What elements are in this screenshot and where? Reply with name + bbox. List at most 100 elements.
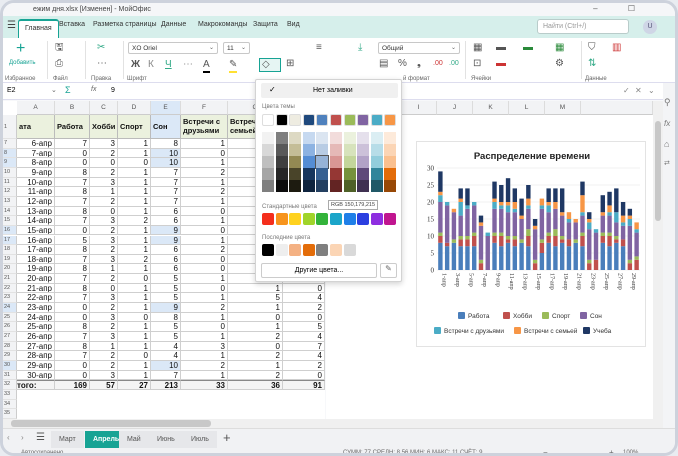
row-header[interactable]: 14	[3, 206, 17, 217]
function-icon[interactable]: fx	[91, 86, 97, 93]
standard-color-swatch[interactable]	[384, 213, 397, 225]
shade-color-swatch[interactable]	[289, 168, 302, 180]
total-cell[interactable]: 91	[283, 380, 325, 390]
table-cell[interactable]: 2	[228, 332, 283, 342]
add-icon[interactable]: +	[16, 40, 26, 57]
row-header[interactable]: 22	[3, 283, 17, 294]
theme-color-swatch[interactable]	[289, 114, 302, 126]
table-cell[interactable]: 1	[118, 293, 151, 304]
table-cell[interactable]: 5	[151, 332, 181, 342]
chevron-down-icon[interactable]: ⌄	[51, 87, 57, 94]
table-cell[interactable]: 7	[151, 177, 181, 188]
table-cell[interactable]: 1	[118, 341, 151, 352]
table-icon[interactable]: ▦	[555, 42, 565, 53]
table-cell[interactable]: 0	[283, 370, 325, 381]
table-cell[interactable]: 1	[118, 148, 151, 159]
row-header[interactable]: 31	[3, 370, 17, 381]
total-cell[interactable]: того:	[17, 380, 55, 390]
cell-icon[interactable]: ▦	[473, 42, 483, 53]
table-cell[interactable]: 10-апр	[17, 177, 55, 188]
table-cell[interactable]: 2	[90, 351, 118, 361]
table-cell[interactable]: 16-апр	[17, 235, 55, 246]
total-cell[interactable]: 213	[151, 380, 181, 390]
table-cell[interactable]: 9	[151, 303, 181, 313]
row-header[interactable]: 20	[3, 264, 17, 275]
shade-color-swatch[interactable]	[302, 180, 315, 192]
table-cell[interactable]: 22-апр	[17, 293, 55, 304]
sheet-tab-0[interactable]: Март	[51, 431, 84, 448]
table-cell[interactable]: 1	[181, 312, 228, 323]
table-cell[interactable]: 0	[55, 312, 90, 323]
row-header[interactable]: 33	[3, 389, 17, 400]
table-cell[interactable]: 1	[118, 225, 151, 236]
shade-color-swatch[interactable]	[302, 156, 315, 168]
table-cell[interactable]: 2	[181, 245, 228, 255]
shade-color-swatch[interactable]	[357, 168, 370, 180]
chart[interactable]: Распределение времени 0 5 10 15 20 25 30 1-апр 3-…	[416, 141, 646, 347]
vertical-scrollbar[interactable]	[653, 101, 663, 421]
column-header-J[interactable]: J	[437, 101, 473, 115]
table-cell[interactable]: 7	[283, 341, 325, 352]
table-cell[interactable]: 0	[181, 254, 228, 265]
thousands-icon[interactable]: ❟	[417, 58, 421, 69]
table-cell[interactable]: 8	[55, 167, 90, 178]
row-header[interactable]: 23	[3, 293, 17, 304]
column-header-L[interactable]: L	[509, 101, 545, 115]
table-cell[interactable]: 8	[55, 206, 90, 217]
table-cell[interactable]: 7	[55, 254, 90, 265]
table-cell[interactable]: 1	[118, 177, 151, 188]
table-cell[interactable]: 7	[151, 196, 181, 207]
table-cell[interactable]: 1	[228, 360, 283, 371]
recent-color-swatch[interactable]	[289, 244, 302, 256]
shade-color-swatch[interactable]	[262, 132, 274, 144]
table-cell[interactable]: 1	[181, 177, 228, 188]
header-cell[interactable]: Хобби	[90, 115, 118, 139]
font-size-select[interactable]: 11 ⌄	[223, 42, 250, 54]
table-cell[interactable]: 0	[181, 283, 228, 294]
legend-item[interactable]: Встречи с семьей	[514, 327, 577, 335]
table-cell[interactable]: 5	[151, 293, 181, 304]
table-cell[interactable]: 5	[151, 322, 181, 332]
theme-color-swatch[interactable]	[275, 114, 288, 126]
shade-color-swatch[interactable]	[370, 180, 383, 192]
shade-color-swatch[interactable]	[289, 144, 302, 156]
more-colors-button[interactable]: Другие цвета...	[261, 263, 377, 278]
row-header[interactable]: 11	[3, 177, 17, 188]
no-fill-option[interactable]: ✓ Нет заливки	[261, 83, 398, 98]
table-cell[interactable]: 1	[228, 322, 283, 332]
merge-icon[interactable]: ⊡	[473, 58, 482, 69]
table-cell[interactable]: 1	[228, 303, 283, 313]
zoom-slider[interactable]	[555, 453, 605, 454]
table-cell[interactable]: 4	[283, 293, 325, 304]
table-cell[interactable]: 2	[90, 245, 118, 255]
table-cell[interactable]: 3	[181, 341, 228, 352]
table-cell[interactable]: 2	[118, 216, 151, 226]
legend-item[interactable]: Сон	[580, 312, 602, 320]
table-cell[interactable]: 1	[181, 293, 228, 304]
row-header[interactable]: 8	[3, 148, 17, 159]
table-cell[interactable]: 1	[118, 370, 151, 381]
table-cell[interactable]: 1	[181, 139, 228, 149]
shade-color-swatch[interactable]	[330, 156, 342, 168]
table-cell[interactable]: 7	[55, 293, 90, 304]
table-cell[interactable]: 7	[55, 274, 90, 284]
table-cell[interactable]: 1	[118, 332, 151, 342]
table-cell[interactable]: 4	[283, 351, 325, 361]
table-cell[interactable]: 10	[151, 158, 181, 168]
shade-color-swatch[interactable]	[316, 132, 329, 144]
table-cell[interactable]: 24-апр	[17, 312, 55, 323]
shade-color-swatch[interactable]	[384, 168, 397, 180]
table-cell[interactable]: 3	[90, 370, 118, 381]
row-header[interactable]: 19	[3, 254, 17, 265]
table-cell[interactable]: 1	[90, 264, 118, 275]
header-cell[interactable]: Встречи с друзьями	[181, 115, 228, 139]
row-header[interactable]: 28	[3, 341, 17, 352]
theme-color-swatch[interactable]	[370, 114, 383, 126]
tab-2[interactable]: Разметка страницы	[93, 21, 157, 28]
standard-color-swatch[interactable]	[343, 213, 356, 225]
table-cell[interactable]: 8	[151, 139, 181, 149]
table-cell[interactable]: 1	[118, 245, 151, 255]
italic-button[interactable]: К	[148, 59, 154, 70]
table-cell[interactable]: 1	[181, 216, 228, 226]
format-cells-icon[interactable]: ⚙	[555, 58, 564, 69]
